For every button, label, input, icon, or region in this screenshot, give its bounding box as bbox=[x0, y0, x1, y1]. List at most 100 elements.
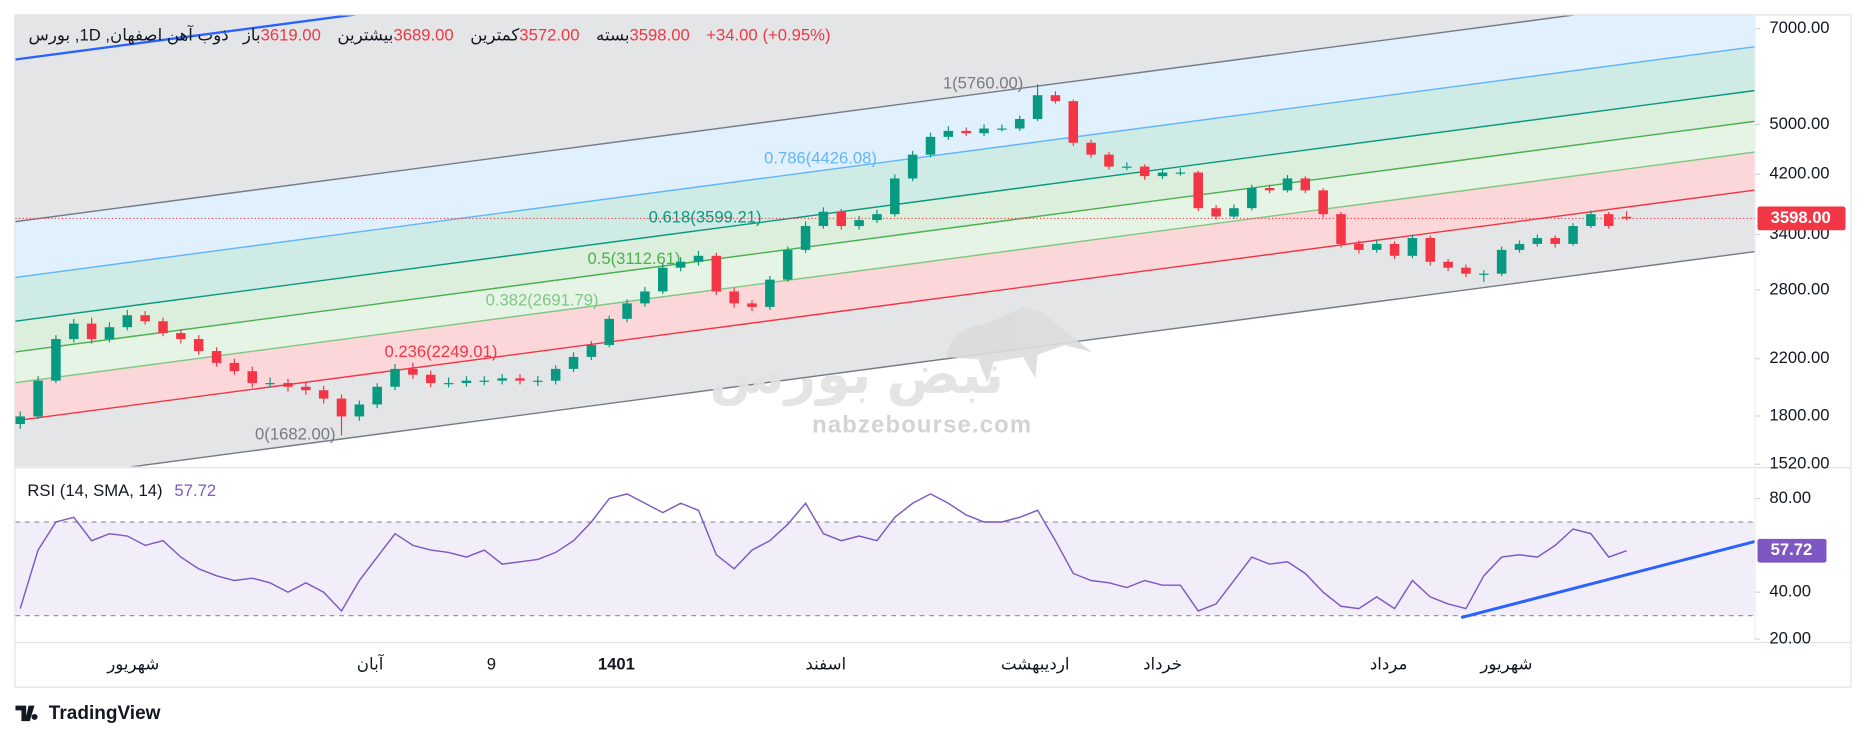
candle-body bbox=[176, 333, 186, 340]
candle-body bbox=[1407, 238, 1418, 256]
trend-line bbox=[1460, 539, 1756, 619]
y-tick-label: 20.00 bbox=[1769, 628, 1811, 647]
fib-band bbox=[15, 15, 1756, 278]
candle-body bbox=[265, 383, 275, 385]
candle-body bbox=[1247, 187, 1257, 209]
y-tick-label: 5000.00 bbox=[1769, 114, 1829, 133]
candle-body bbox=[318, 390, 329, 399]
candle-body bbox=[1443, 261, 1453, 268]
fib-line bbox=[129, 250, 1756, 467]
candles bbox=[15, 84, 1756, 436]
candle-body bbox=[1014, 119, 1025, 129]
candle-body bbox=[782, 249, 793, 280]
y-tick-label: 1800.00 bbox=[1769, 405, 1829, 424]
candle-body bbox=[140, 315, 150, 322]
candle-body bbox=[658, 267, 668, 292]
candle-body bbox=[1496, 249, 1507, 274]
candle-body bbox=[1389, 243, 1400, 256]
change: +34.00 bbox=[706, 24, 758, 45]
candle-body bbox=[1068, 101, 1079, 143]
fib-band bbox=[15, 90, 1756, 352]
ohlc-value: 3619.00 bbox=[260, 24, 321, 45]
candle-body bbox=[1336, 214, 1346, 244]
fib-line bbox=[15, 46, 1756, 279]
x-tick-label: شهریور bbox=[106, 655, 159, 675]
symbol-title: ذوب آهن اصفهان, 1D, بورس bbox=[28, 24, 229, 45]
fib-label: 0.618(3599.21) bbox=[649, 208, 762, 227]
candle-body bbox=[1532, 238, 1543, 244]
candle-body bbox=[229, 362, 240, 372]
candle-body bbox=[1603, 214, 1614, 227]
candle-body bbox=[1354, 243, 1364, 250]
rsi-tag-label: 57.72 bbox=[1771, 540, 1813, 559]
rsi-pane bbox=[15, 493, 1756, 617]
candle-body bbox=[515, 378, 525, 381]
price-tag bbox=[1757, 206, 1846, 231]
legend-header: ذوب آهن اصفهان, 1D, بورس باز3619.00 بیشت… bbox=[29, 25, 843, 45]
watermark-logo bbox=[945, 306, 1093, 384]
y-tick-label: 80.00 bbox=[1769, 488, 1811, 507]
candle-body bbox=[961, 130, 971, 134]
ohlc-name: کمترین bbox=[470, 24, 520, 45]
fib-label: 1(5760.00) bbox=[943, 74, 1023, 93]
candle-body bbox=[943, 130, 954, 137]
y-tick-label: 1520.00 bbox=[1769, 454, 1829, 473]
candle-body bbox=[1050, 95, 1061, 102]
candle-body bbox=[997, 128, 1007, 130]
fib-line bbox=[15, 120, 1756, 353]
ohlc-name: باز bbox=[242, 24, 261, 45]
candle-body bbox=[872, 214, 882, 221]
candle-body bbox=[1586, 214, 1596, 227]
candle-body bbox=[1032, 95, 1043, 120]
y-tick-label: 2800.00 bbox=[1769, 279, 1829, 298]
x-tick-label: مرداد bbox=[1370, 655, 1408, 674]
candle-body bbox=[979, 128, 989, 134]
y-tick-label: 4200.00 bbox=[1769, 164, 1829, 183]
fib-band bbox=[15, 190, 1756, 467]
ohlc-name: بیشترین bbox=[337, 24, 394, 45]
candle-body bbox=[907, 154, 918, 179]
x-tick-label: شهریور bbox=[1479, 655, 1532, 675]
candle-body bbox=[461, 380, 472, 384]
candle-body bbox=[711, 255, 722, 292]
y-tick-label: 2200.00 bbox=[1769, 348, 1829, 367]
footer-logo: TradingView bbox=[15, 703, 161, 724]
candle-body bbox=[533, 380, 543, 382]
candle-body bbox=[1514, 243, 1525, 250]
rsi-header: RSI (14, SMA, 14) 57.72 bbox=[27, 481, 228, 500]
candle-body bbox=[86, 323, 97, 340]
candle-body bbox=[1104, 154, 1114, 167]
ohlc-value: 3572.00 bbox=[519, 24, 580, 45]
axes: 7000.005000.004200.003400.002800.002200.… bbox=[106, 14, 1846, 675]
candle-body bbox=[158, 321, 168, 334]
change-percent: (+0.95%) bbox=[762, 24, 831, 45]
ohlc-value: 3598.00 bbox=[629, 24, 690, 45]
candle-body bbox=[1122, 166, 1132, 168]
ohlc-value: 3689.00 bbox=[393, 24, 454, 45]
candle-body bbox=[925, 136, 936, 155]
fib-band bbox=[15, 152, 1756, 421]
candle-body bbox=[586, 345, 597, 357]
candle-body bbox=[51, 339, 61, 381]
x-tick-label: آبان bbox=[357, 653, 385, 674]
candle-body bbox=[443, 383, 454, 385]
candle-body bbox=[104, 327, 115, 340]
candle-body bbox=[1318, 190, 1328, 215]
candle-body bbox=[836, 211, 847, 227]
fib-label: 0.5(3112.61) bbox=[587, 249, 680, 268]
candle-body bbox=[1086, 142, 1096, 155]
watermark: نبض بورس nabzebourse.com bbox=[709, 306, 1093, 438]
candle-body bbox=[800, 226, 811, 250]
candle-body bbox=[1621, 216, 1632, 219]
watermark-site: nabzebourse.com bbox=[812, 411, 1032, 438]
candle-body bbox=[1157, 172, 1168, 177]
candle-body bbox=[247, 371, 258, 384]
candle-body bbox=[747, 303, 757, 307]
drawing bbox=[15, 15, 358, 61]
rsi-tag bbox=[1757, 538, 1827, 563]
footer-brand: TradingView bbox=[49, 703, 161, 724]
x-tick-label: خرداد bbox=[1143, 655, 1182, 674]
candle-body bbox=[550, 368, 561, 381]
